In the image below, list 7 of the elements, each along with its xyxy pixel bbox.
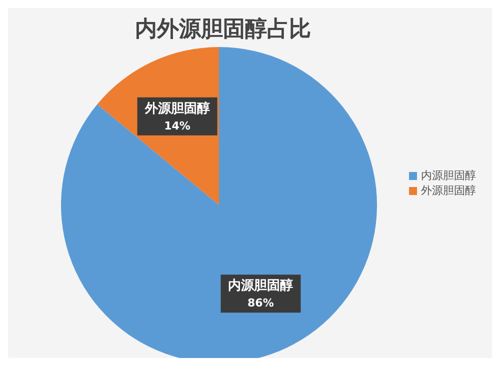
legend-label: 外源胆固醇 (421, 184, 476, 197)
legend-label: 内源胆固醇 (421, 169, 476, 182)
slice-label: 内源胆固醇 (228, 278, 294, 294)
chart-title: 内外源胆固醇占比 (134, 16, 312, 44)
slice-label: 外源胆固醇 (144, 100, 210, 116)
data-label: 14% (164, 119, 190, 132)
data-label: 86% (248, 296, 274, 310)
